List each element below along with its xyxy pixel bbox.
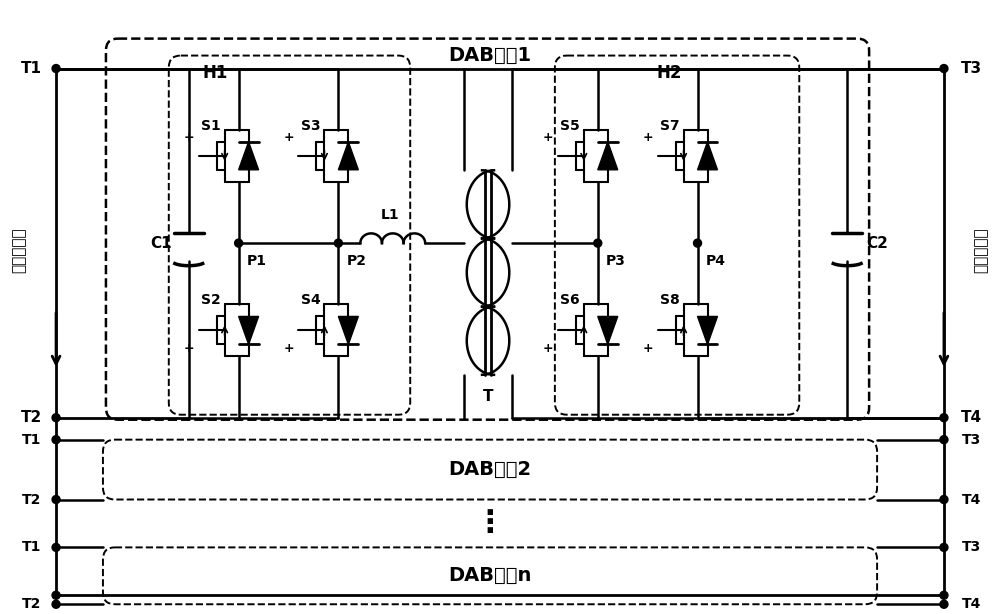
- Text: +: +: [642, 342, 653, 355]
- Circle shape: [52, 64, 60, 72]
- Circle shape: [940, 64, 948, 72]
- Circle shape: [694, 239, 702, 247]
- Polygon shape: [698, 142, 717, 170]
- Polygon shape: [698, 316, 717, 344]
- Text: H2: H2: [657, 63, 682, 82]
- Text: +: +: [183, 342, 194, 355]
- Text: ⋮: ⋮: [475, 509, 505, 538]
- Text: S1: S1: [201, 119, 221, 133]
- Text: T3: T3: [962, 433, 982, 446]
- Text: T2: T2: [20, 410, 42, 426]
- Text: +: +: [283, 342, 294, 355]
- Text: P3: P3: [606, 254, 626, 268]
- Text: T3: T3: [962, 540, 982, 554]
- Text: T1: T1: [21, 433, 41, 446]
- Text: L1: L1: [381, 208, 400, 222]
- Text: P2: P2: [346, 254, 366, 268]
- Text: T2: T2: [21, 492, 41, 507]
- Circle shape: [52, 600, 60, 608]
- Polygon shape: [338, 316, 358, 344]
- Text: S6: S6: [560, 293, 580, 308]
- Circle shape: [594, 239, 602, 247]
- Text: +: +: [543, 131, 553, 144]
- Polygon shape: [239, 316, 259, 344]
- Circle shape: [940, 543, 948, 551]
- Text: S8: S8: [660, 293, 679, 308]
- Text: T1: T1: [21, 540, 41, 554]
- Circle shape: [52, 495, 60, 503]
- Text: S5: S5: [560, 119, 580, 133]
- Text: 低压直流侧: 低压直流侧: [973, 227, 988, 273]
- Text: DAB单元n: DAB单元n: [448, 566, 532, 585]
- Text: +: +: [642, 131, 653, 144]
- Circle shape: [52, 591, 60, 599]
- Polygon shape: [338, 142, 358, 170]
- Text: C1: C1: [150, 236, 172, 251]
- Text: H1: H1: [203, 63, 228, 82]
- Circle shape: [52, 436, 60, 444]
- Circle shape: [940, 600, 948, 608]
- Text: T3: T3: [961, 61, 982, 76]
- Circle shape: [52, 543, 60, 551]
- Text: C2: C2: [866, 236, 888, 251]
- Text: +: +: [183, 131, 194, 144]
- Circle shape: [334, 239, 342, 247]
- Text: +: +: [543, 342, 553, 355]
- Text: T2: T2: [21, 597, 41, 612]
- Text: S7: S7: [660, 119, 679, 133]
- Text: P4: P4: [706, 254, 726, 268]
- Text: T4: T4: [962, 492, 982, 507]
- Polygon shape: [598, 316, 618, 344]
- Circle shape: [52, 414, 60, 422]
- Text: S2: S2: [201, 293, 221, 308]
- Polygon shape: [239, 142, 259, 170]
- Text: DAB单刱2: DAB单刱2: [448, 460, 532, 479]
- Circle shape: [235, 239, 243, 247]
- Circle shape: [940, 495, 948, 503]
- Text: T4: T4: [961, 410, 982, 426]
- Circle shape: [940, 414, 948, 422]
- Text: T1: T1: [21, 61, 42, 76]
- Text: S3: S3: [301, 119, 320, 133]
- Text: 高压直流侧: 高压直流侧: [12, 227, 27, 273]
- Text: P1: P1: [247, 254, 267, 268]
- Circle shape: [940, 436, 948, 444]
- Text: S4: S4: [301, 293, 320, 308]
- Text: DAB单刱1: DAB单刱1: [448, 46, 532, 65]
- Polygon shape: [598, 142, 618, 170]
- Text: T4: T4: [962, 597, 982, 612]
- Text: T: T: [483, 389, 493, 404]
- Circle shape: [940, 591, 948, 599]
- Text: +: +: [283, 131, 294, 144]
